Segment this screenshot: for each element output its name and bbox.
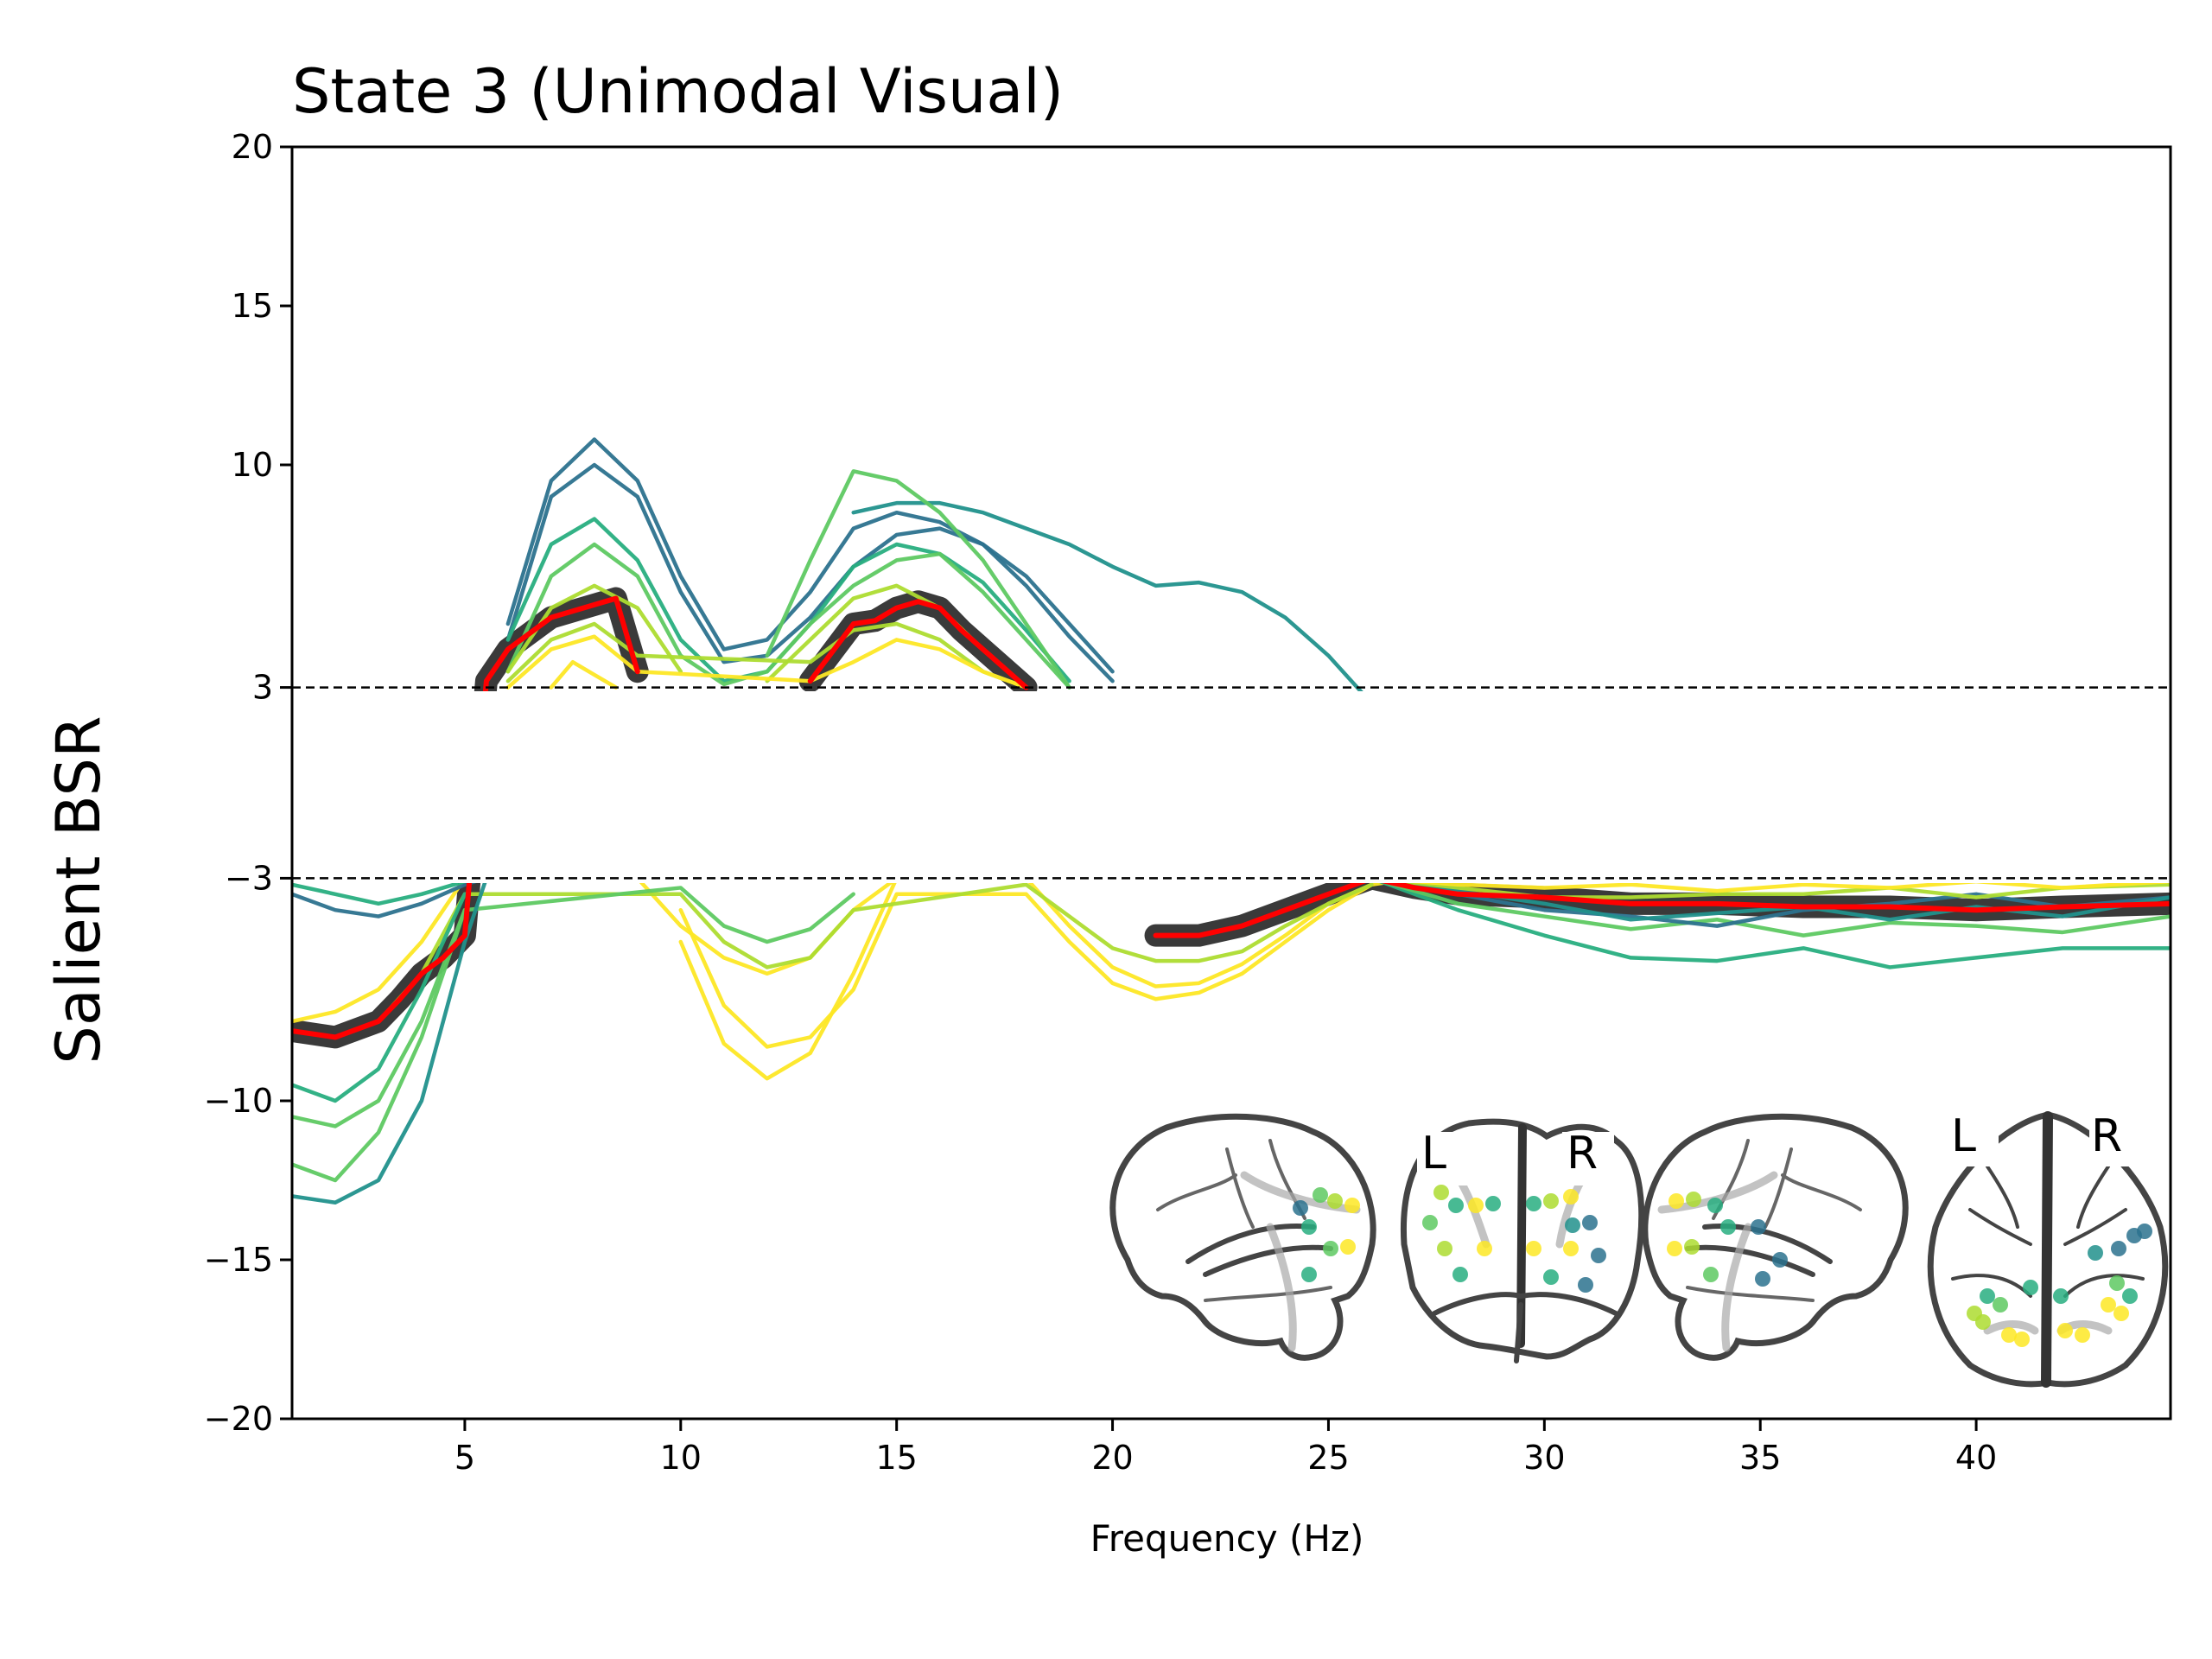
series-16-line-0 [292, 892, 467, 1103]
x-tick-label-10: 10 [660, 1439, 702, 1477]
series-17-line-0 [292, 876, 489, 1205]
y-tick-label--3: −3 [225, 859, 273, 897]
chart-title: State 3 (Unimodal Visual) [292, 56, 1064, 127]
y-tick-label--20: −20 [204, 1400, 273, 1438]
coronal-left-label: L [1421, 1128, 1446, 1179]
series-10-line-0 [292, 876, 467, 1024]
series-7-line-0 [505, 621, 1028, 690]
y-tick-label-3: 3 [252, 669, 273, 707]
series-14-line-0 [292, 886, 855, 1128]
axial-right-label: R [2091, 1110, 2122, 1162]
y-tick-label-20: 20 [232, 128, 273, 166]
x-tick-label-25: 25 [1307, 1439, 1349, 1477]
y-tick-label-10: 10 [232, 446, 273, 484]
brain-view-coronal: L R [1400, 1118, 1645, 1363]
x-tick-label-20: 20 [1091, 1439, 1133, 1477]
series-22-line-0 [1370, 876, 2171, 928]
mean-line-2 [807, 599, 1029, 690]
series-11-line-0 [678, 882, 1374, 1049]
threshold-lines [292, 686, 2171, 880]
x-tick-label-35: 35 [1739, 1439, 1781, 1477]
coronal-right-label: R [1567, 1128, 1598, 1179]
series-21-line-0 [1370, 876, 2171, 938]
series-5-line-0 [505, 542, 1071, 690]
series-25-line-0 [1370, 876, 2171, 893]
mean-line-0 [292, 595, 640, 1040]
mean-line-3 [1153, 875, 2171, 938]
series-2-line-0 [851, 500, 1374, 706]
series-layer [292, 437, 2171, 1205]
y-tick-label--10: −10 [204, 1082, 273, 1120]
non-significant-mask [292, 691, 2171, 883]
series-0-line-0 [505, 462, 1115, 674]
series-1-line-0 [505, 437, 1115, 683]
axial-left-label: L [1951, 1110, 1976, 1162]
y-tick-label--15: −15 [204, 1241, 273, 1279]
x-tick-label-15: 15 [875, 1439, 917, 1477]
series-9-line-0 [549, 659, 619, 690]
x-tick-label-5: 5 [454, 1439, 475, 1477]
x-tick-label-40: 40 [1955, 1439, 1997, 1477]
series-24-line-0 [1370, 876, 2171, 899]
brain-view-sagittal-left [1109, 1113, 1376, 1361]
y-tick-label-15: 15 [232, 287, 273, 325]
y-axis-label: Salient BSR [43, 715, 114, 1064]
plot-frame [290, 145, 2172, 1421]
series-19-line-0 [292, 879, 467, 906]
axes: 5 10 15 20 25 30 35 40 20 15 10 3 −3 −10 −15 −20 [204, 128, 2172, 1477]
brain-view-sagittal-right [1642, 1113, 1909, 1361]
series-15-line-0 [292, 907, 467, 1183]
series-4-line-0 [765, 469, 1071, 690]
series-8-line-0 [505, 634, 1028, 690]
glass-brain-inset: L R [1109, 1110, 2169, 1388]
series-12-line-0 [678, 876, 899, 1081]
x-axis-label: Frequency (Hz) [1090, 1517, 1364, 1560]
x-tick-label-30: 30 [1523, 1439, 1565, 1477]
series-20-line-0 [1370, 876, 2171, 969]
brain-view-axial: L R [1927, 1110, 2169, 1388]
